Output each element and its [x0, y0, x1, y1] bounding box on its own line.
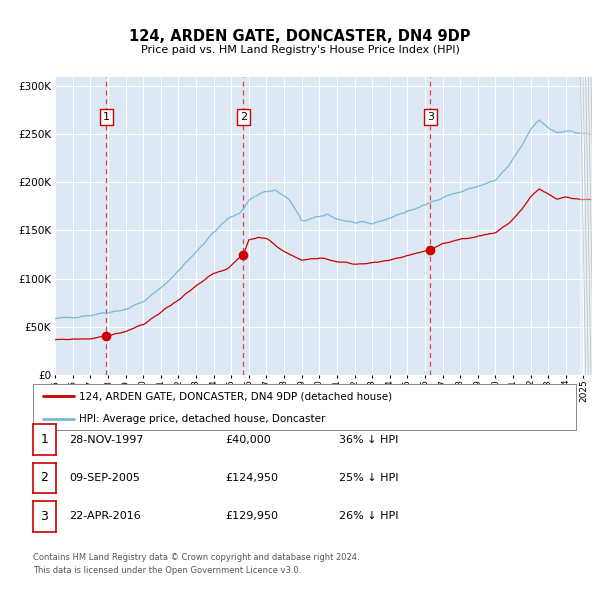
Text: Price paid vs. HM Land Registry's House Price Index (HPI): Price paid vs. HM Land Registry's House … [140, 45, 460, 55]
Text: 26% ↓ HPI: 26% ↓ HPI [339, 512, 398, 521]
Text: 2: 2 [240, 112, 247, 122]
Text: 1: 1 [40, 433, 49, 446]
Text: 28-NOV-1997: 28-NOV-1997 [69, 435, 143, 444]
Text: £40,000: £40,000 [225, 435, 271, 444]
Text: Contains HM Land Registry data © Crown copyright and database right 2024.: Contains HM Land Registry data © Crown c… [33, 553, 359, 562]
Text: £129,950: £129,950 [225, 512, 278, 521]
Text: 1: 1 [103, 112, 110, 122]
Text: This data is licensed under the Open Government Licence v3.0.: This data is licensed under the Open Gov… [33, 566, 301, 575]
Text: 124, ARDEN GATE, DONCASTER, DN4 9DP (detached house): 124, ARDEN GATE, DONCASTER, DN4 9DP (det… [79, 391, 392, 401]
Text: 3: 3 [427, 112, 434, 122]
Text: 3: 3 [40, 510, 49, 523]
Text: £124,950: £124,950 [225, 473, 278, 483]
Text: 25% ↓ HPI: 25% ↓ HPI [339, 473, 398, 483]
Text: 09-SEP-2005: 09-SEP-2005 [69, 473, 140, 483]
Text: 2: 2 [40, 471, 49, 484]
Text: HPI: Average price, detached house, Doncaster: HPI: Average price, detached house, Donc… [79, 414, 326, 424]
Text: 124, ARDEN GATE, DONCASTER, DN4 9DP: 124, ARDEN GATE, DONCASTER, DN4 9DP [129, 29, 471, 44]
Text: 36% ↓ HPI: 36% ↓ HPI [339, 435, 398, 444]
Text: 22-APR-2016: 22-APR-2016 [69, 512, 141, 521]
